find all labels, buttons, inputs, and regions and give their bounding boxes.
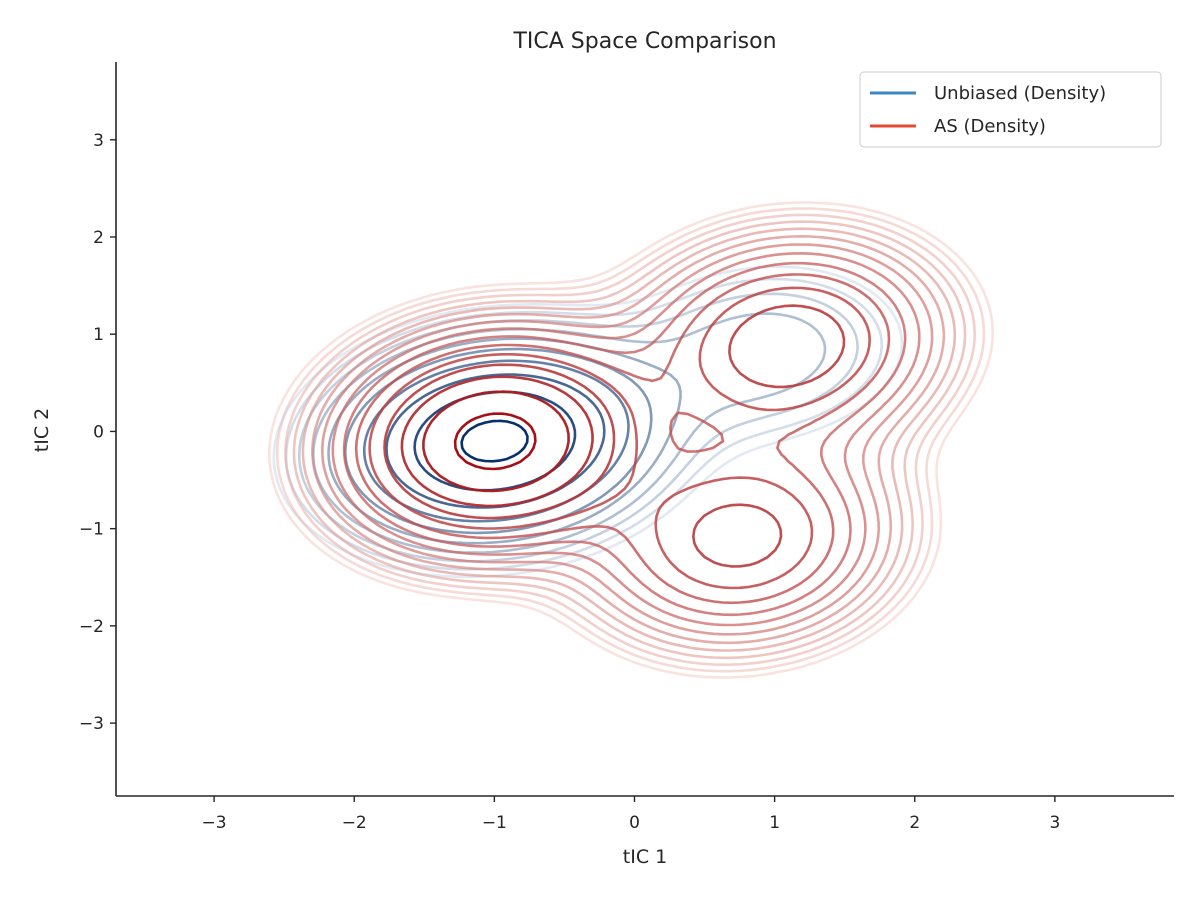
legend-label-unbiased: Unbiased (Density): [934, 83, 1106, 104]
x-tick-label: −1: [482, 813, 507, 833]
contour-line-as: [342, 261, 907, 617]
x-tick-label: −2: [342, 813, 367, 833]
x-axis-label: tIC 1: [623, 846, 667, 868]
contour-series-0: [272, 265, 904, 579]
y-tick-label: 2: [93, 228, 104, 248]
y-tick-label: −1: [79, 520, 104, 540]
contour-line-unbiased: [284, 277, 883, 571]
contour-line-as: [368, 286, 871, 590]
contour-series-1: [267, 201, 994, 679]
x-ticks: −3 −2 −1 0 1 2 3: [202, 796, 1060, 833]
contour-line-as: [284, 213, 976, 666]
x-tick-label: 3: [1049, 813, 1060, 833]
legend-box: [859, 71, 1162, 148]
contour-line-as: [275, 207, 986, 673]
contour-line-unbiased: [460, 419, 529, 463]
contour-line-as: [301, 227, 957, 652]
legend: Unbiased (Density) AS (Density): [859, 71, 1162, 148]
x-tick-label: 0: [629, 813, 640, 833]
contour-line-as: [267, 201, 994, 679]
contour-line-unbiased: [385, 373, 606, 509]
chart-title: TICA Space Comparison: [512, 29, 776, 54]
contour-line-unbiased: [363, 359, 630, 523]
contour-line-as: [354, 273, 891, 605]
contour-line-as: [383, 304, 846, 568]
y-axis-label: tIC 2: [31, 408, 53, 452]
contour-layer: [267, 201, 994, 679]
contour-line-as: [331, 252, 921, 627]
y-tick-label: 0: [93, 422, 104, 442]
contour-line-as: [453, 412, 537, 471]
x-tick-label: −3: [202, 813, 227, 833]
contour-line-as: [311, 235, 946, 645]
contour-line-unbiased: [344, 347, 653, 535]
legend-label-as: AS (Density): [934, 116, 1046, 137]
y-tick-label: −2: [79, 617, 104, 637]
contour-line-as: [400, 375, 594, 508]
y-tick-label: 1: [93, 325, 104, 345]
y-ticks: −3 −2 −1 0 1 2 3: [79, 131, 116, 734]
axes: [115, 62, 1174, 797]
contour-line-as: [321, 243, 934, 636]
x-tick-label: 2: [909, 813, 920, 833]
y-tick-label: −3: [79, 714, 104, 734]
contour-line-as: [292, 220, 967, 660]
y-tick-label: 3: [93, 131, 104, 151]
contour-line-as: [422, 390, 570, 493]
x-tick-label: 1: [769, 813, 780, 833]
